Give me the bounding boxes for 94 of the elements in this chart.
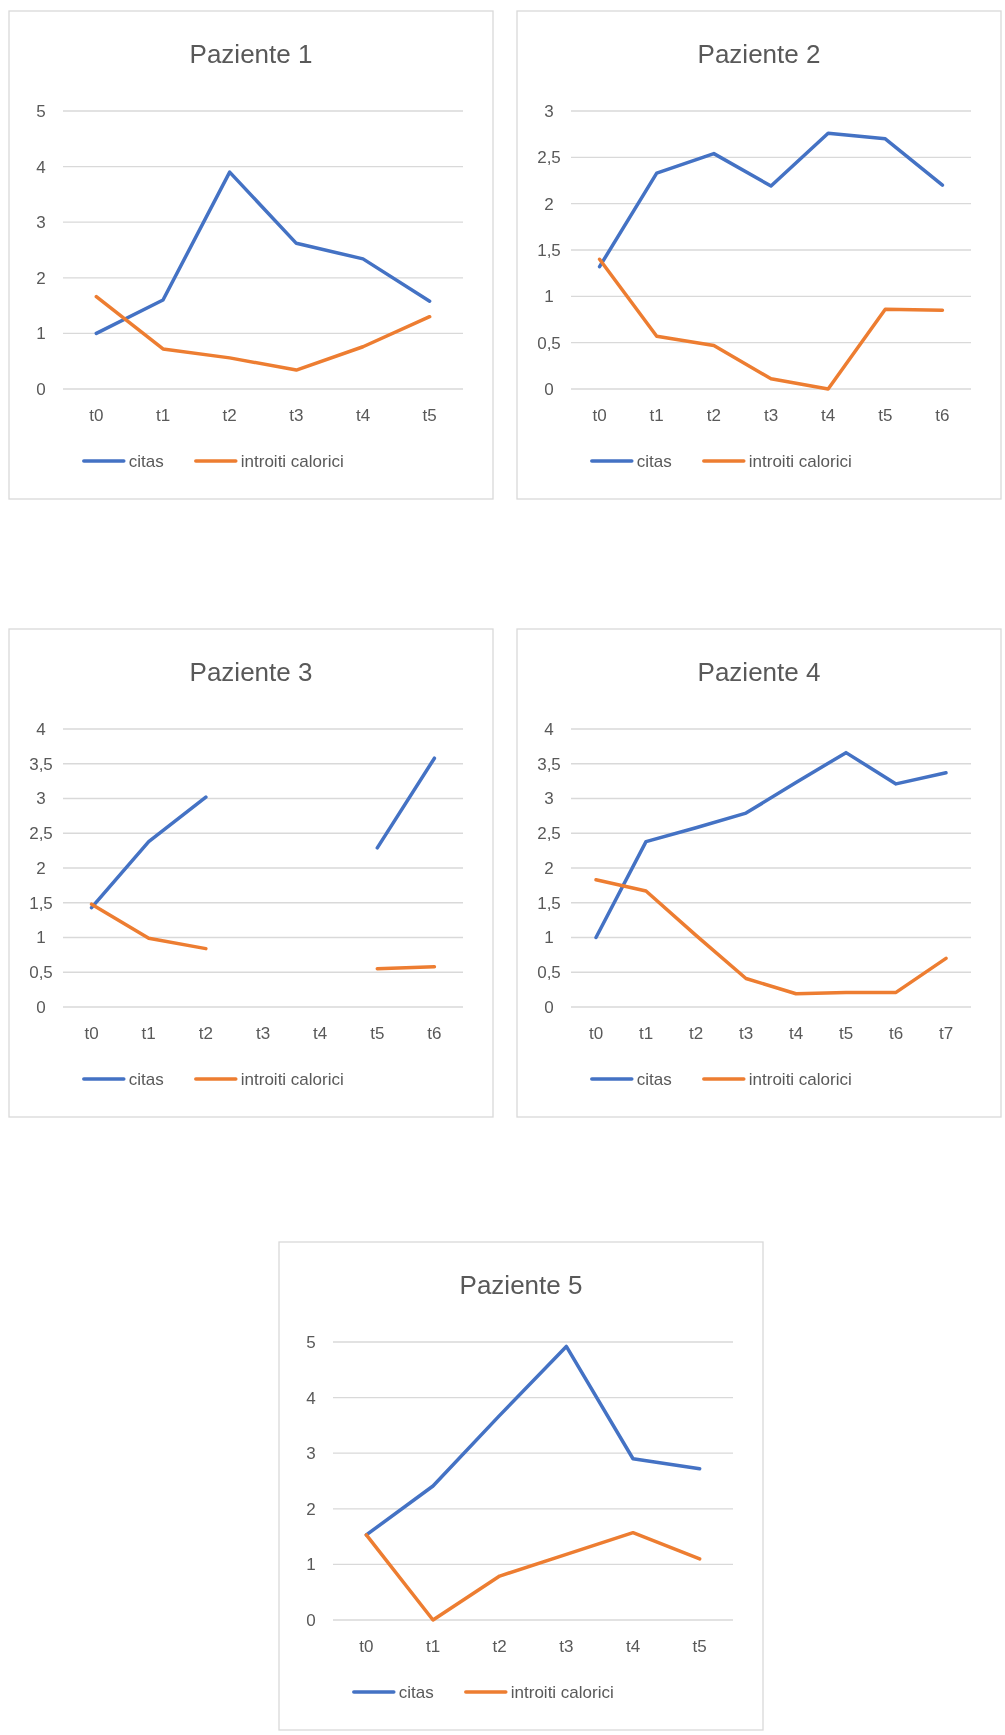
y-tick-label: 5 bbox=[306, 1332, 316, 1352]
x-tick-label: t2 bbox=[706, 406, 721, 425]
line-series bbox=[594, 750, 948, 940]
line-series bbox=[597, 257, 945, 391]
y-tick-label: 4 bbox=[306, 1388, 316, 1408]
x-tick-label: t0 bbox=[588, 1024, 604, 1043]
y-tick-label: 2,5 bbox=[537, 148, 561, 168]
x-tick-label: t7 bbox=[938, 1024, 954, 1043]
x-tick-label: t1 bbox=[638, 1024, 654, 1043]
y-tick-label: 2 bbox=[36, 268, 46, 288]
y-tick-label: 4 bbox=[544, 719, 554, 739]
y-tick-label: 3 bbox=[544, 101, 554, 121]
chart-title: Paziente 3 bbox=[189, 657, 313, 687]
legend-label: citas bbox=[128, 451, 164, 471]
x-tick-label: t2 bbox=[198, 1024, 213, 1043]
y-tick-label: 3 bbox=[36, 789, 46, 809]
chart-title: Paziente 5 bbox=[459, 1270, 583, 1300]
y-tick-label: 4 bbox=[36, 157, 46, 177]
y-tick-label: 4 bbox=[36, 719, 46, 739]
y-tick-label: 2 bbox=[306, 1499, 316, 1519]
x-tick-label: t3 bbox=[255, 1024, 271, 1043]
y-tick-label: 0 bbox=[36, 379, 46, 399]
legend-label: introiti calorici bbox=[240, 451, 344, 471]
y-tick-label: 0 bbox=[306, 1610, 316, 1630]
x-tick-label: t2 bbox=[688, 1024, 704, 1043]
legend-label: introiti calorici bbox=[748, 1069, 852, 1089]
x-tick-label: t0 bbox=[89, 406, 104, 425]
x-tick-label: t3 bbox=[763, 406, 779, 425]
chart-title: Paziente 2 bbox=[697, 39, 821, 69]
y-tick-label: 2,5 bbox=[29, 824, 53, 844]
y-tick-label: 0 bbox=[544, 379, 554, 399]
y-tick-label: 1,5 bbox=[537, 240, 561, 260]
y-tick-label: 2 bbox=[544, 194, 554, 214]
y-tick-label: 1,5 bbox=[537, 893, 561, 913]
x-tick-label: t3 bbox=[559, 1637, 574, 1656]
y-tick-label: 3,5 bbox=[29, 754, 53, 774]
y-tick-label: 3 bbox=[306, 1444, 316, 1464]
y-tick-label: 1 bbox=[544, 287, 554, 307]
x-tick-label: t2 bbox=[492, 1637, 507, 1656]
y-tick-label: 0,5 bbox=[29, 963, 53, 983]
x-tick-label: t2 bbox=[222, 406, 237, 425]
x-tick-label: t4 bbox=[821, 406, 836, 425]
legend-label: citas bbox=[636, 1069, 672, 1089]
y-tick-label: 0,5 bbox=[537, 963, 561, 983]
legend-label: citas bbox=[398, 1682, 434, 1702]
y-tick-label: 1 bbox=[36, 324, 46, 344]
line-series bbox=[597, 131, 945, 269]
y-tick-label: 1 bbox=[36, 928, 46, 948]
y-tick-label: 1 bbox=[306, 1555, 316, 1575]
x-tick-label: t4 bbox=[313, 1024, 328, 1043]
x-tick-label: t5 bbox=[878, 406, 893, 425]
y-tick-label: 0,5 bbox=[537, 333, 561, 353]
x-tick-label: t1 bbox=[425, 1637, 441, 1656]
y-tick-label: 3,5 bbox=[537, 754, 561, 774]
x-tick-label: t3 bbox=[289, 406, 304, 425]
x-tick-label: t5 bbox=[838, 1024, 854, 1043]
x-tick-label: t0 bbox=[359, 1637, 374, 1656]
x-tick-label: t5 bbox=[692, 1637, 707, 1656]
y-tick-label: 1 bbox=[544, 928, 554, 948]
x-tick-label: t1 bbox=[155, 406, 171, 425]
x-tick-label: t0 bbox=[592, 406, 607, 425]
x-tick-label: t4 bbox=[625, 1637, 641, 1656]
x-tick-label: t1 bbox=[141, 1024, 156, 1043]
x-tick-label: t4 bbox=[355, 406, 371, 425]
line-series bbox=[364, 1344, 702, 1537]
y-tick-label: 2,5 bbox=[537, 824, 561, 844]
chart-title: Paziente 4 bbox=[697, 657, 821, 687]
line-series bbox=[94, 170, 432, 336]
y-tick-label: 2 bbox=[36, 858, 46, 878]
legend-label: introiti calorici bbox=[510, 1682, 614, 1702]
y-tick-label: 1,5 bbox=[29, 893, 53, 913]
x-tick-label: t6 bbox=[888, 1024, 904, 1043]
x-tick-label: t1 bbox=[649, 406, 664, 425]
y-tick-label: 0 bbox=[544, 997, 554, 1017]
y-tick-label: 2 bbox=[544, 858, 554, 878]
x-tick-label: t3 bbox=[738, 1024, 754, 1043]
y-tick-label: 5 bbox=[36, 101, 46, 121]
y-tick-label: 3 bbox=[36, 213, 46, 233]
legend-label: introiti calorici bbox=[748, 451, 852, 471]
x-tick-label: t4 bbox=[788, 1024, 804, 1043]
y-tick-label: 0 bbox=[36, 997, 46, 1017]
x-tick-label: t6 bbox=[427, 1024, 442, 1043]
legend-label: citas bbox=[128, 1069, 164, 1089]
line-series bbox=[364, 1530, 702, 1622]
x-tick-label: t6 bbox=[935, 406, 950, 425]
x-tick-label: t5 bbox=[422, 406, 437, 425]
legend-label: introiti calorici bbox=[240, 1069, 344, 1089]
line-series bbox=[94, 294, 432, 372]
x-tick-label: t0 bbox=[84, 1024, 99, 1043]
x-tick-label: t5 bbox=[370, 1024, 385, 1043]
line-series bbox=[594, 878, 948, 996]
chart-title: Paziente 1 bbox=[189, 39, 313, 69]
legend-label: citas bbox=[636, 451, 672, 471]
y-tick-label: 3 bbox=[544, 789, 554, 809]
